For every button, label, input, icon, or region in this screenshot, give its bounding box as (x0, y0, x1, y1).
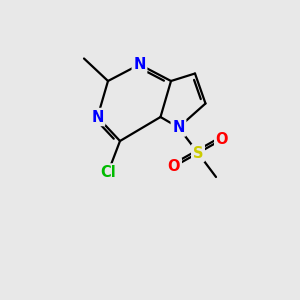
Text: O: O (168, 159, 180, 174)
Text: Cl: Cl (100, 165, 116, 180)
Text: N: N (172, 120, 185, 135)
Text: N: N (91, 110, 104, 124)
Text: O: O (216, 132, 228, 147)
Text: N: N (133, 57, 146, 72)
Text: S: S (193, 146, 203, 160)
